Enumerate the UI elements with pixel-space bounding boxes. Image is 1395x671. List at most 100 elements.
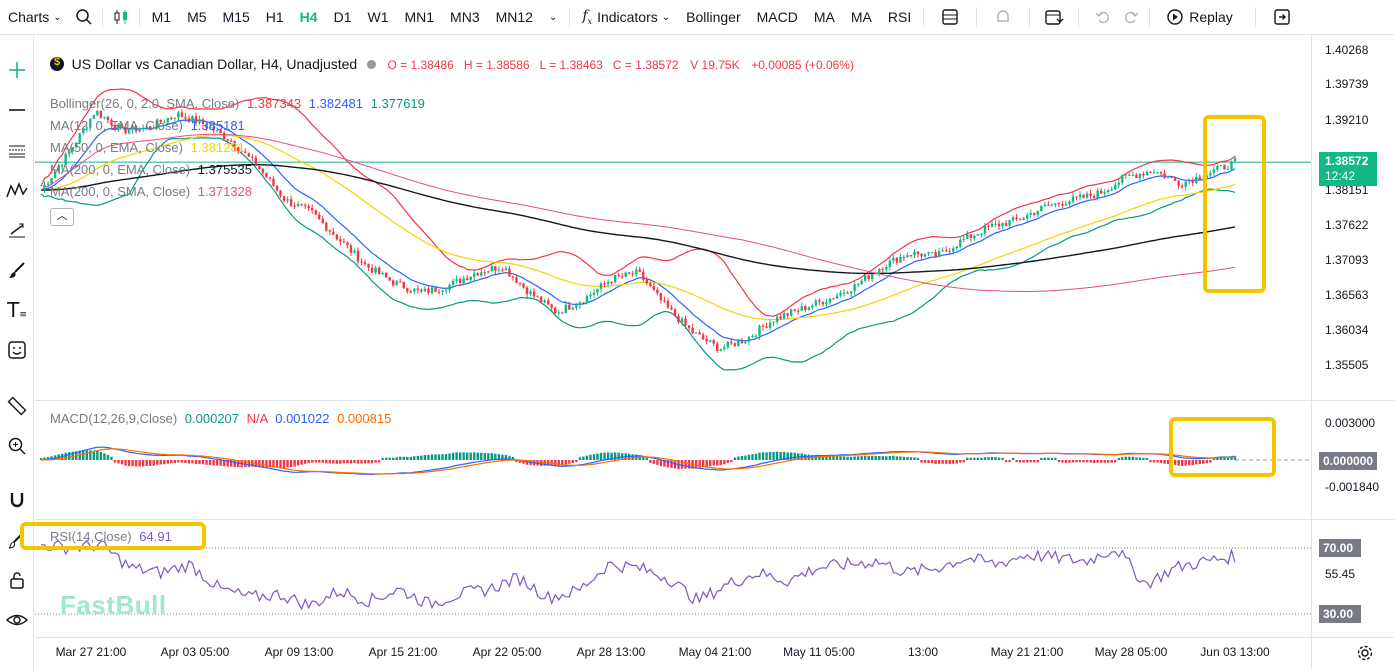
redo-icon[interactable] <box>1117 3 1145 31</box>
candle-body <box>258 166 261 169</box>
timeframe-h4[interactable]: H4 <box>299 9 318 25</box>
timeframe-mn12[interactable]: MN12 <box>495 9 533 25</box>
candle-body <box>793 309 796 311</box>
macd-histogram-bar <box>1054 457 1057 460</box>
ruler-icon[interactable] <box>3 392 31 420</box>
chevron-down-icon[interactable]: ⌄ <box>548 11 558 23</box>
fullscreen-icon[interactable] <box>1268 3 1296 31</box>
candle-body <box>113 125 117 129</box>
macd-histogram-bar <box>85 450 88 460</box>
candle-body <box>673 309 677 316</box>
macd-histogram-bar <box>804 454 807 460</box>
pattern-icon[interactable] <box>3 176 31 204</box>
candle-body <box>1064 204 1068 206</box>
macd-histogram-bar <box>1156 460 1159 463</box>
candle-body <box>709 340 712 342</box>
ma50-line <box>40 134 1236 321</box>
candle-body <box>797 310 800 312</box>
candle-body <box>719 349 722 352</box>
layout-icon[interactable] <box>936 3 964 31</box>
quick-indicator-macd[interactable]: MACD <box>756 9 798 25</box>
candle-body <box>85 127 88 129</box>
candle-body <box>1184 181 1187 187</box>
candle-body <box>434 287 437 292</box>
timeframe-m5[interactable]: M5 <box>187 9 207 25</box>
lock-icon[interactable] <box>3 566 31 594</box>
candle-body <box>110 120 113 126</box>
macd-histogram-bar <box>1015 460 1018 463</box>
price-chart[interactable] <box>35 36 1311 637</box>
collapse-legend-button[interactable]: ︿ <box>50 208 74 226</box>
brush-icon[interactable] <box>3 256 31 284</box>
calendar-icon[interactable] <box>1040 3 1068 31</box>
timeframe-mn3[interactable]: MN3 <box>450 9 480 25</box>
pane-divider[interactable] <box>35 400 1395 401</box>
magnet-icon[interactable] <box>3 486 31 514</box>
candle-body <box>367 263 370 268</box>
fib-lines-icon[interactable] <box>3 136 31 164</box>
quick-indicator-ma-2[interactable]: MA <box>850 9 872 25</box>
timeframe-m1[interactable]: M1 <box>151 9 172 25</box>
candle-body <box>701 334 705 339</box>
ma50-label: MA(50, 0, EMA, Close) <box>50 140 183 155</box>
macd-histogram-bar <box>244 460 247 468</box>
current-price-tag: 1.38572 12:42 <box>1319 152 1377 186</box>
candle-body <box>103 116 106 118</box>
indicators-button[interactable]: fx Indicators ⌄ <box>574 0 678 34</box>
macd-histogram-bar <box>110 456 113 460</box>
timeframe-d1[interactable]: D1 <box>333 9 352 25</box>
price-axis[interactable]: 1.40268 1.39739 1.39210 1.38151 1.37622 … <box>1311 36 1395 636</box>
function-icon: fx <box>582 8 593 26</box>
candle-body <box>934 252 937 258</box>
candle-body <box>1233 158 1237 162</box>
settings-icon[interactable] <box>1356 644 1374 667</box>
timeframe-w1[interactable]: W1 <box>367 9 389 25</box>
candle-body <box>790 309 793 316</box>
candlestick-type-icon[interactable] <box>107 3 135 31</box>
charts-menu[interactable]: Charts ⌄ <box>0 0 70 34</box>
quick-indicator-rsi[interactable]: RSI <box>887 9 912 25</box>
alert-icon[interactable] <box>989 3 1017 31</box>
macd-histogram-bar <box>416 455 420 460</box>
macd-histogram-bar <box>437 454 441 460</box>
eye-icon[interactable] <box>3 606 31 634</box>
timeframe-mn1[interactable]: MN1 <box>404 9 435 25</box>
macd-histogram-bar <box>96 450 99 460</box>
candle-body <box>599 283 603 289</box>
text-tool-icon[interactable]: T≡ <box>7 298 27 322</box>
macd-histogram-bar <box>420 455 423 460</box>
macd-histogram-bar <box>920 460 923 463</box>
replay-button[interactable]: Replay <box>1158 0 1241 34</box>
macd-histogram-bar <box>881 456 884 460</box>
candle-body <box>768 322 772 328</box>
undo-icon[interactable] <box>1089 3 1117 31</box>
macd-histogram-bar <box>194 460 198 464</box>
search-icon[interactable] <box>70 3 98 31</box>
highlight-box-macd <box>1169 417 1276 477</box>
projection-icon[interactable] <box>3 216 31 244</box>
timeframe-h1[interactable]: H1 <box>265 9 284 25</box>
macd-histogram-bar <box>849 456 853 460</box>
time-tick: Mar 27 21:00 <box>55 645 127 659</box>
macd-histogram-bar <box>994 457 997 460</box>
zoom-in-icon[interactable] <box>3 432 31 460</box>
macd-histogram-bar <box>856 456 860 460</box>
candle-body <box>1107 190 1110 193</box>
candle-body <box>409 291 413 293</box>
macd-histogram-bar <box>740 456 744 460</box>
candle-body <box>1099 190 1103 194</box>
pane-divider[interactable] <box>35 519 1395 520</box>
candle-body <box>148 126 152 129</box>
time-axis[interactable]: Mar 27 21:00 Apr 03 05:00 Apr 09 13:00 A… <box>35 637 1311 671</box>
timeframe-m15[interactable]: M15 <box>222 9 250 25</box>
candle-body <box>251 156 254 158</box>
macd-histogram-bar <box>497 454 501 460</box>
crosshair-icon[interactable] <box>3 56 31 84</box>
candle-body <box>170 117 173 119</box>
quick-indicator-bollinger[interactable]: Bollinger <box>686 9 741 25</box>
trend-line-icon[interactable] <box>3 96 31 124</box>
quick-indicator-ma[interactable]: MA <box>813 9 835 25</box>
emoji-icon[interactable] <box>3 336 31 364</box>
macd-histogram-bar <box>67 452 71 460</box>
candle-body <box>1156 171 1159 173</box>
